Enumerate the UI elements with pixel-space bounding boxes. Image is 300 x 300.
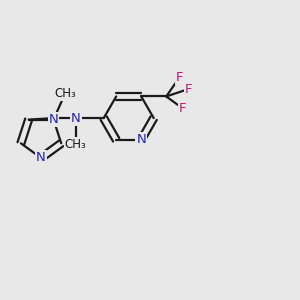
Text: F: F (184, 82, 192, 96)
Text: CH₃: CH₃ (65, 138, 87, 151)
Text: N: N (36, 152, 46, 164)
Text: N: N (136, 133, 146, 146)
Text: F: F (179, 102, 186, 115)
Text: N: N (49, 113, 58, 126)
Text: F: F (176, 71, 183, 84)
Text: CH₃: CH₃ (54, 87, 76, 100)
Text: N: N (71, 112, 81, 124)
